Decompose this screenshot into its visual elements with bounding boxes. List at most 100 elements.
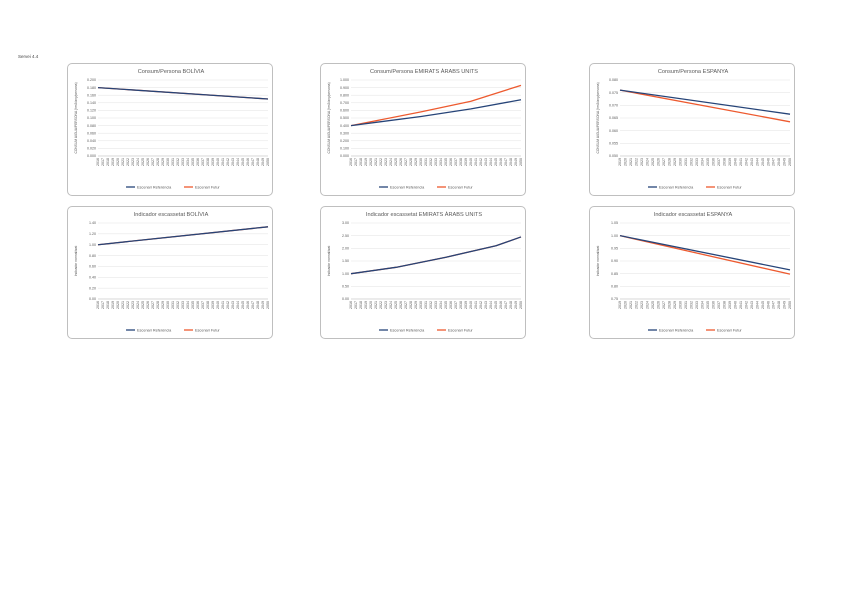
- y-tick-label: 0.070: [609, 104, 618, 108]
- y-tick-label: 0.40: [89, 275, 96, 279]
- x-tick-label: 2050: [266, 301, 270, 309]
- x-tick-label: 2034: [439, 301, 443, 309]
- x-tick-label: 2035: [191, 158, 195, 166]
- x-tick-label: 2026: [657, 301, 661, 309]
- x-tick-label: 2040: [469, 158, 473, 166]
- chart-card-2: Consum/Persona EMIRATS ÀRABS UNITS 0.000 0…: [320, 63, 526, 196]
- x-tick-label: 2044: [755, 158, 759, 166]
- legend-reference-label: Escenari Referència: [137, 185, 172, 189]
- x-tick-label: 2036: [196, 301, 200, 309]
- x-tick-label: 2034: [700, 301, 704, 309]
- x-tick-label: 2020: [624, 158, 628, 166]
- chart-title: Indicador escassetat EMIRATS ÀRABS UNITS: [366, 211, 482, 218]
- x-tick-label: 2030: [419, 158, 423, 166]
- chart-card-1: Consum/Persona BOLÍVIA 0.000 0.020 0.040 0.0…: [67, 63, 273, 196]
- x-tick-label: 2039: [211, 301, 215, 309]
- x-tick-label: 2033: [695, 301, 699, 309]
- x-tick-label: 2023: [640, 301, 644, 309]
- x-tick-label: 2023: [131, 301, 135, 309]
- x-tick-label: 2041: [474, 301, 478, 309]
- x-tick-label: 2044: [489, 158, 493, 166]
- x-tick-label: 2028: [668, 158, 672, 166]
- y-tick-label: 0.80: [611, 285, 618, 289]
- x-tick-label: 2031: [424, 301, 428, 309]
- x-tick-label: 2040: [469, 301, 473, 309]
- x-tick-label: 2024: [136, 158, 140, 166]
- x-tick-label: 2017: [354, 158, 358, 166]
- x-tick-label: 2033: [181, 301, 185, 309]
- x-tick-label: 2032: [176, 158, 180, 166]
- chart-svg: Consum/Persona ESPANYA 0.050 0.055 0.060 0.0…: [596, 69, 792, 189]
- x-tick-label: 2019: [618, 301, 622, 309]
- y-tick-label: 0.100: [87, 116, 96, 120]
- x-tick-label: 2033: [181, 158, 185, 166]
- y-tick-label: 0.160: [87, 93, 96, 97]
- chart-svg: Consum/Persona BOLÍVIA 0.000 0.020 0.040 0.0…: [74, 68, 270, 189]
- x-tick-label: 2018: [359, 301, 363, 309]
- chart-card-4: Indicador escassetat BOLÍVIA 0.00 0.20 0.40…: [67, 206, 273, 339]
- legend-future-label: Escenari Futur: [717, 185, 742, 189]
- x-tick-label: 2034: [439, 158, 443, 166]
- x-tick-label: 2037: [201, 158, 205, 166]
- x-tick-label: 2021: [121, 301, 125, 309]
- x-tick-label: 2033: [434, 158, 438, 166]
- y-tick-label: 1.05: [611, 221, 618, 225]
- x-tick-label: 2027: [151, 301, 155, 309]
- x-tick-label: 2028: [156, 301, 160, 309]
- x-tick-label: 2040: [733, 158, 737, 166]
- x-tick-label: 2032: [689, 301, 693, 309]
- x-tick-label: 2038: [459, 158, 463, 166]
- x-tick-label: 2040: [733, 301, 737, 309]
- x-tick-label: 2046: [766, 301, 770, 309]
- x-tick-label: 2029: [414, 301, 418, 309]
- x-tick-label: 2050: [519, 158, 523, 166]
- x-tick-label: 2039: [464, 158, 468, 166]
- y-tick-label: 0.200: [87, 78, 96, 82]
- y-tick-label: 0.700: [340, 101, 349, 105]
- x-tick-label: 2046: [499, 301, 503, 309]
- x-tick-label: 2024: [646, 158, 650, 166]
- x-tick-label: 2022: [635, 158, 639, 166]
- x-tick-label: 2042: [744, 158, 748, 166]
- y-tick-label: 0.060: [87, 131, 96, 135]
- legend-future-label: Escenari Futur: [448, 328, 473, 332]
- y-tick-label: 0.050: [609, 154, 618, 158]
- x-tick-label: 2016: [349, 158, 353, 166]
- x-tick-label: 2021: [121, 158, 125, 166]
- legend-future-label: Escenari Futur: [195, 328, 220, 332]
- x-tick-label: 2042: [226, 158, 230, 166]
- x-tick-label: 2017: [101, 158, 105, 166]
- x-tick-label: 2030: [679, 301, 683, 309]
- series-line-reference: [97, 226, 269, 246]
- x-tick-label: 2030: [679, 158, 683, 166]
- x-tick-label: 2040: [216, 301, 220, 309]
- y-tick-label: 1.00: [611, 234, 618, 238]
- y-tick-label: 0.180: [87, 86, 96, 90]
- x-tick-label: 2042: [226, 301, 230, 309]
- x-tick-label: 2031: [684, 301, 688, 309]
- x-tick-label: 2025: [651, 158, 655, 166]
- y-tick-label: 0.800: [340, 93, 349, 97]
- x-tick-label: 2028: [409, 301, 413, 309]
- x-tick-label: 2022: [379, 158, 383, 166]
- series-line-future: [619, 235, 791, 275]
- x-tick-label: 2020: [369, 301, 373, 309]
- chart-title: Indicador escassetat BOLÍVIA: [134, 211, 209, 218]
- x-tick-label: 2021: [629, 158, 633, 166]
- x-tick-label: 2027: [404, 158, 408, 166]
- x-tick-label: 2035: [444, 158, 448, 166]
- x-tick-label: 2016: [96, 301, 100, 309]
- y-tick-label: 0.055: [609, 142, 618, 146]
- x-tick-label: 2019: [364, 158, 368, 166]
- x-tick-label: 2022: [126, 301, 130, 309]
- x-tick-label: 2047: [772, 158, 776, 166]
- x-tick-label: 2026: [399, 158, 403, 166]
- x-tick-label: 2046: [499, 158, 503, 166]
- x-tick-label: 2037: [201, 301, 205, 309]
- x-tick-label: 2030: [166, 301, 170, 309]
- y-axis-label: CONSUM AIGUA/PERSONA (hm3/any/persona): [327, 82, 331, 153]
- legend-reference-label: Escenari Referència: [137, 328, 172, 332]
- x-tick-label: 2024: [646, 301, 650, 309]
- y-tick-label: 0.90: [611, 259, 618, 263]
- series-line-future: [619, 89, 791, 123]
